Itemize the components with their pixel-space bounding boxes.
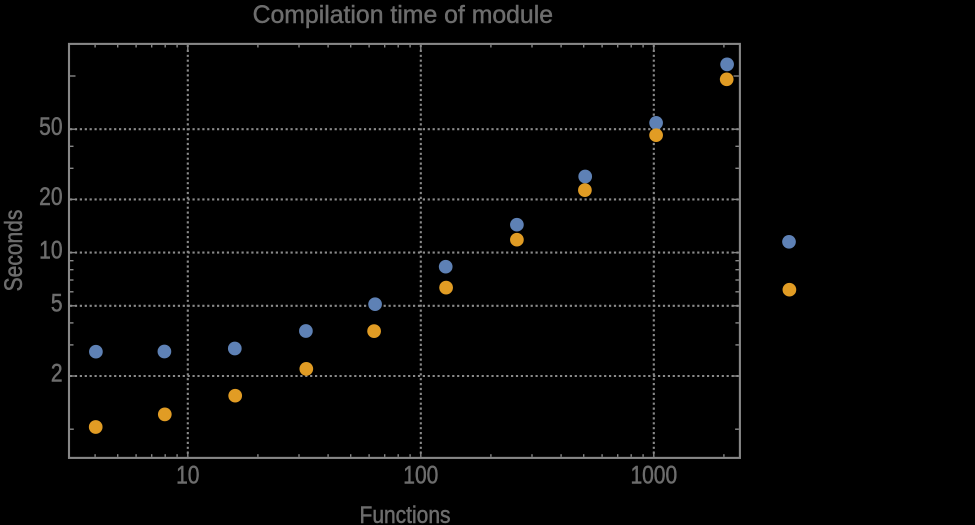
svg-text:10: 10 — [39, 236, 62, 264]
svg-text:1000: 1000 — [630, 461, 677, 489]
svg-text:Seconds: Seconds — [0, 210, 27, 292]
svg-text:Functions: Functions — [360, 502, 451, 525]
svg-text:50: 50 — [39, 112, 62, 140]
svg-text:20: 20 — [39, 182, 62, 210]
svg-text:10: 10 — [176, 461, 199, 489]
svg-text:Compilation time of module: Compilation time of module — [253, 2, 553, 29]
svg-text:2: 2 — [51, 359, 63, 387]
svg-text:5: 5 — [51, 289, 63, 317]
svg-text:100: 100 — [403, 461, 438, 489]
